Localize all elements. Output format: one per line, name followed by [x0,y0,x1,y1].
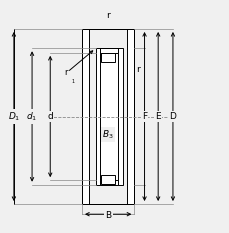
Text: $_1$: $_1$ [70,77,75,86]
Bar [100,180,118,185]
Bar [118,48,123,185]
Bar [100,180,118,185]
Text: r: r [63,68,67,77]
Text: E: E [155,112,160,121]
Bar [82,29,88,204]
Text: B: B [105,211,111,220]
Bar [100,48,118,53]
Bar [127,29,134,204]
Bar [95,48,100,185]
Bar [100,48,118,53]
Bar [82,29,88,204]
Text: $D_1$: $D_1$ [8,110,20,123]
Text: F: F [141,112,147,121]
Bar [100,53,118,180]
Bar [127,29,134,204]
Text: r: r [106,11,110,20]
Text: $d_1$: $d_1$ [26,110,38,123]
Bar [101,53,115,62]
Bar [101,175,115,184]
Text: r: r [136,65,140,74]
Bar [118,48,123,185]
Text: D: D [169,112,176,121]
Text: $B_3$: $B_3$ [102,128,114,141]
Bar [95,48,100,185]
Text: d: d [47,112,53,121]
